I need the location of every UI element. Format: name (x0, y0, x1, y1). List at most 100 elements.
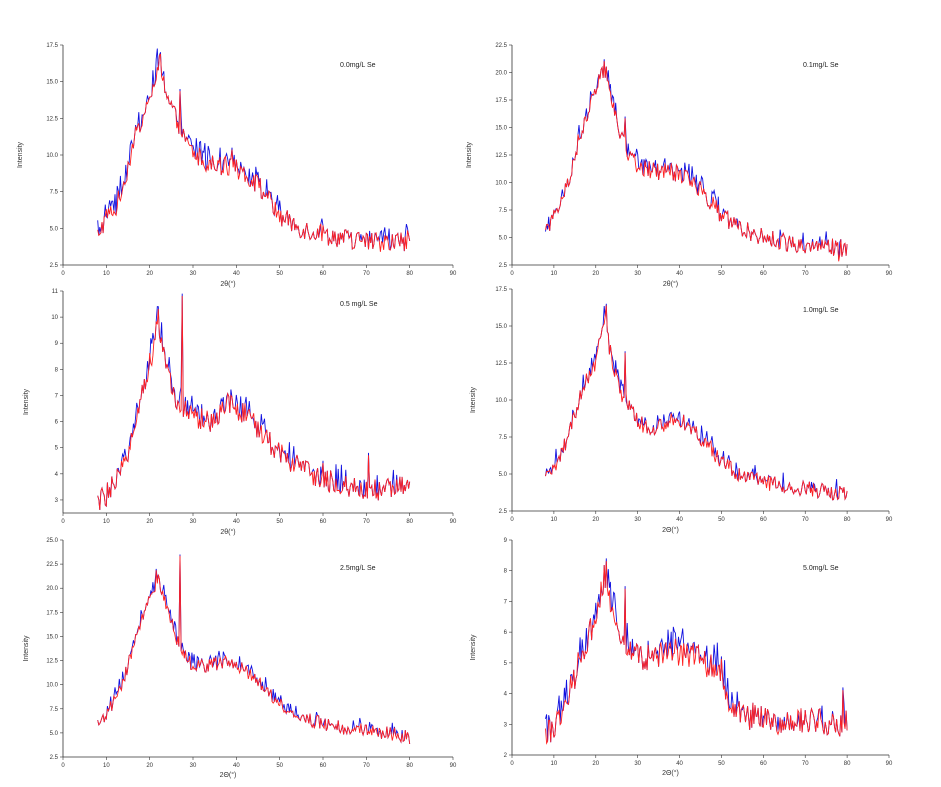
chart-panel-4: 0 10 20 30 40 50 60 70 80 90 2.5 5.0 7.5 10.0 12.5 15.0… (470, 287, 893, 534)
series-line-blue (97, 554, 411, 745)
y-axis-label: Intensity (23, 635, 30, 662)
x-tick-label: 80 (406, 763, 413, 769)
y-tick-label: 10.0 (495, 181, 507, 187)
y-tick-label: 12.5 (495, 361, 507, 367)
x-tick-label: 40 (676, 271, 683, 277)
y-tick-label: 17.5 (495, 287, 507, 293)
x-tick-label: 60 (760, 761, 767, 767)
x-tick-label: 30 (190, 763, 197, 769)
y-tick-label: 15.0 (46, 634, 58, 640)
y-tick-label: 5.0 (499, 236, 508, 242)
x-tick-label: 0 (61, 271, 65, 277)
x-tick-label: 80 (844, 517, 851, 523)
chart-panel-5: 0 10 20 30 40 50 60 70 80 90 2.5 5.0 7.5 10.0 12.5 15.0… (23, 538, 457, 779)
x-tick-label: 30 (190, 271, 197, 277)
x-tick-label: 70 (802, 517, 809, 523)
x-tick-label: 70 (802, 761, 809, 767)
x-tick-label: 40 (233, 519, 240, 525)
chart-title: 0.1mg/L Se (803, 62, 839, 69)
x-tick-label: 50 (276, 519, 283, 525)
y-tick-label: 5 (55, 446, 59, 452)
y-tick-label: 17.5 (46, 610, 58, 616)
y-tick-label: 5 (504, 661, 508, 667)
x-tick-label: 30 (634, 517, 641, 523)
chart-title: 1.0mg/L Se (803, 307, 839, 314)
y-tick-label: 5.0 (499, 472, 508, 478)
x-tick-label: 50 (718, 271, 725, 277)
x-tick-label: 30 (634, 761, 641, 767)
y-tick-label: 20.0 (495, 71, 507, 77)
chart-title: 5.0mg/L Se (803, 565, 839, 572)
y-tick-label: 8 (55, 367, 59, 373)
series-line-blue (545, 59, 848, 260)
x-tick-label: 70 (363, 763, 370, 769)
series-line-blue (545, 303, 848, 501)
x-tick-label: 30 (190, 519, 197, 525)
x-tick-label: 60 (760, 517, 767, 523)
x-tick-label: 10 (103, 271, 110, 277)
x-tick-label: 20 (146, 763, 153, 769)
x-tick-label: 40 (233, 271, 240, 277)
series-line-red (545, 61, 848, 262)
x-tick-label: 50 (718, 517, 725, 523)
series-line-blue (97, 48, 411, 252)
y-tick-label: 6 (55, 420, 59, 426)
y-tick-label: 17.5 (495, 98, 507, 104)
x-tick-label: 90 (450, 519, 457, 525)
y-tick-label: 7 (504, 599, 508, 605)
chart-panel-2: 0 10 20 30 40 50 60 70 80 90 2.5 5.0 7.5 10.0 12.5 15.0… (466, 43, 893, 288)
x-tick-label: 50 (276, 271, 283, 277)
y-tick-label: 25.0 (46, 538, 58, 544)
series-line-red (97, 555, 411, 745)
x-axis-label: 2Θ(°) (662, 769, 679, 777)
series-line-red (97, 295, 411, 511)
x-tick-label: 90 (886, 517, 893, 523)
x-tick-label: 10 (551, 761, 558, 767)
x-tick-label: 80 (844, 761, 851, 767)
x-tick-label: 90 (886, 271, 893, 277)
y-tick-label: 3 (504, 722, 508, 728)
x-tick-label: 90 (450, 271, 457, 277)
y-tick-label: 22.5 (46, 562, 58, 568)
y-tick-label: 6 (504, 630, 508, 636)
series-line-red (545, 305, 848, 501)
x-tick-label: 50 (276, 763, 283, 769)
y-tick-label: 4 (504, 692, 508, 698)
x-tick-label: 10 (103, 763, 110, 769)
y-axis-label: Intensity (470, 634, 477, 661)
y-tick-label: 11 (52, 289, 59, 295)
x-tick-label: 20 (146, 271, 153, 277)
y-tick-label: 9 (55, 341, 59, 347)
x-tick-label: 70 (802, 271, 809, 277)
y-tick-label: 20.0 (46, 586, 58, 592)
x-tick-label: 20 (146, 519, 153, 525)
x-axis-label: 2θ(°) (663, 280, 678, 288)
x-tick-label: 30 (634, 271, 641, 277)
y-tick-label: 7.5 (499, 435, 508, 441)
y-axis-label: Intensity (23, 388, 30, 415)
y-tick-label: 17.5 (46, 43, 58, 49)
y-tick-label: 7.5 (50, 707, 59, 713)
chart-panel-6: 0 10 20 30 40 50 60 70 80 90 2 3 4 5 6 7 8 9 5.0mg/L Se 2Θ(… (470, 538, 893, 777)
y-tick-label: 10.0 (46, 683, 58, 689)
y-tick-label: 2.5 (499, 263, 508, 269)
x-tick-label: 60 (320, 763, 327, 769)
x-tick-label: 80 (406, 271, 413, 277)
x-axis-label: 2Θ(°) (662, 526, 679, 534)
y-tick-label: 15.0 (46, 80, 58, 86)
y-tick-label: 2 (504, 753, 508, 759)
chart-title: 0.5 mg/L Se (340, 301, 378, 308)
y-tick-label: 5.0 (50, 731, 59, 737)
y-tick-label: 12.5 (46, 116, 58, 122)
x-tick-label: 10 (551, 517, 558, 523)
chart-title: 2.5mg/L Se (340, 565, 376, 572)
x-tick-label: 70 (363, 519, 370, 525)
y-tick-label: 9 (504, 538, 508, 544)
chart-panel-1: 0 10 20 30 40 50 60 70 80 90 2.5 5.0 7.5 10.0 12.5 15.0… (17, 43, 457, 288)
y-tick-label: 4 (55, 472, 59, 478)
y-tick-label: 15.0 (495, 324, 507, 330)
y-tick-label: 7.5 (499, 208, 508, 214)
x-tick-label: 0 (510, 761, 514, 767)
series-line-red (545, 561, 848, 745)
